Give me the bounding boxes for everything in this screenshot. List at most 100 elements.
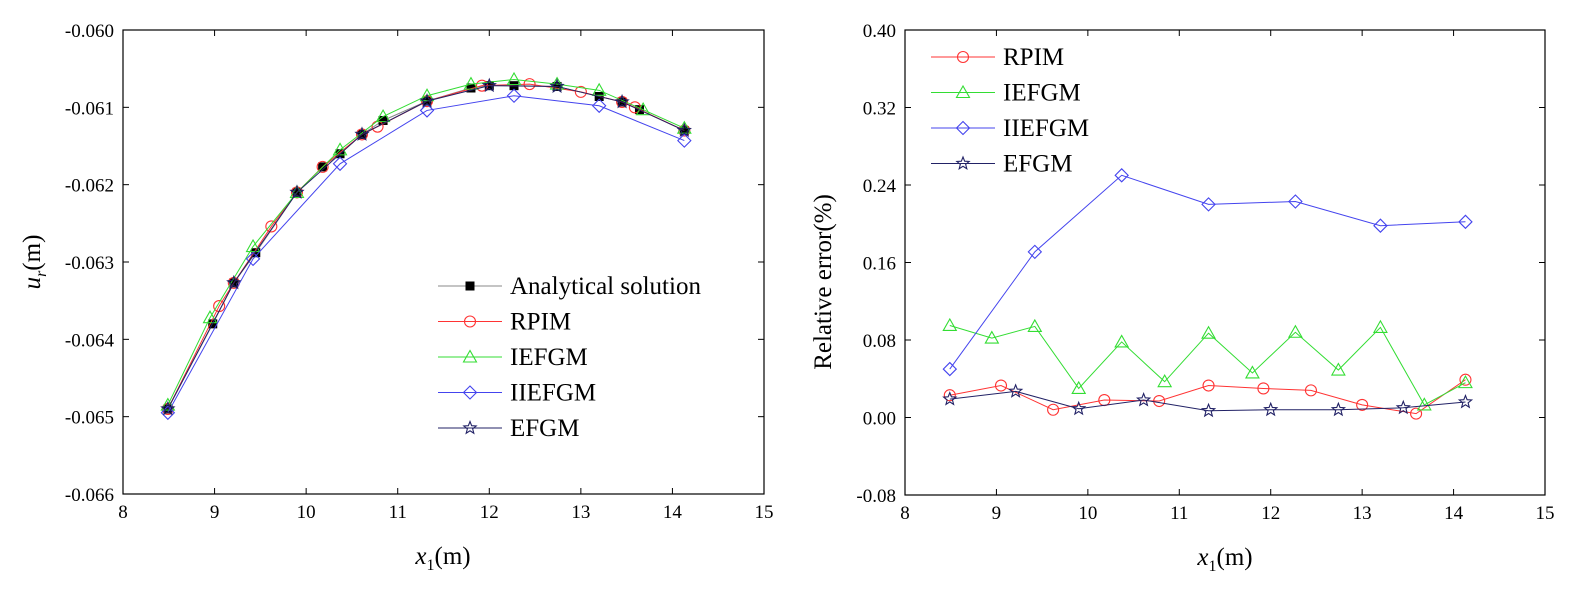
data-point-iefgm — [202, 310, 218, 324]
y-tick-label: 0.24 — [863, 176, 897, 197]
legend-label: IEFGM — [510, 344, 588, 371]
legend-marker-rpim — [956, 50, 970, 64]
legend-marker-analytical-solution — [465, 281, 475, 291]
series-group — [942, 168, 1474, 420]
data-point-rpim — [1202, 379, 1215, 392]
x-tick-label: 15 — [755, 502, 774, 523]
x-tick-label: 13 — [571, 502, 590, 523]
data-point-efgm — [1071, 400, 1087, 416]
data-point-efgm — [354, 126, 370, 141]
data-point-iefgm — [1458, 375, 1473, 389]
y-axis-label: Relative error(%) — [810, 194, 837, 370]
y-tick-label: -0.066 — [65, 485, 114, 506]
data-point-efgm — [160, 400, 176, 416]
x-tick-label: 15 — [1536, 503, 1555, 524]
data-point-iiefgm — [160, 405, 176, 421]
data-point-rpim — [1459, 373, 1472, 386]
series-iiefgm — [160, 88, 692, 421]
x-tick-label: 13 — [1353, 503, 1372, 524]
x-tick-label: 8 — [118, 502, 128, 523]
legend-item-iiefgm: IIEFGM — [438, 380, 596, 407]
data-point-rpim — [1257, 382, 1270, 395]
series-analytical-solution — [163, 81, 689, 414]
y-tick-label: 0.16 — [863, 254, 896, 275]
data-point-iefgm — [1071, 380, 1087, 394]
data-point-rpim — [994, 379, 1008, 392]
tick-group: 8 9 10 11 12 13 14 15 0.40 0.32 0.24 0.16 0.08 0.00 -0… — [856, 21, 1554, 524]
x-tick-label: 9 — [992, 503, 1002, 524]
data-point-iefgm — [375, 108, 391, 123]
legend-marker-iiefgm — [462, 385, 478, 400]
data-point-iefgm — [984, 330, 1000, 344]
data-point-rpim — [1047, 403, 1060, 416]
data-point-rpim — [943, 389, 956, 402]
data-point-efgm — [614, 93, 630, 109]
plot-frame — [904, 29, 1546, 496]
relative-error-chart: 8 9 10 11 12 13 14 15 0.40 0.32 0.24 0.16 0.08 0.00 -0… — [810, 21, 1555, 575]
data-point-iefgm — [1372, 319, 1388, 333]
data-point-efgm — [1457, 393, 1474, 409]
data-point-iefgm — [1330, 362, 1346, 376]
data-point-efgm — [549, 78, 565, 93]
data-point-rpim — [574, 85, 587, 98]
y-tick-label: -0.062 — [65, 176, 114, 197]
legend-marker-iefgm — [462, 349, 478, 363]
x-tick-label: 10 — [1078, 503, 1097, 524]
x-axis-label: x1(m) — [1196, 544, 1252, 575]
data-point-iefgm — [1416, 397, 1432, 411]
data-point-efgm — [676, 122, 692, 138]
x-tick-label: 11 — [1170, 503, 1188, 524]
data-point-efgm — [481, 77, 497, 93]
legend-item-iiefgm: IIEFGM — [931, 115, 1089, 142]
data-point-iiefgm — [942, 361, 958, 377]
data-point-iiefgm — [506, 88, 522, 104]
data-point-iefgm — [942, 317, 958, 332]
data-point-iiefgm — [1027, 244, 1043, 260]
legend-label: EFGM — [1003, 151, 1072, 178]
y-tick-label: -0.060 — [65, 21, 114, 42]
y-tick-label: -0.064 — [65, 330, 115, 351]
data-point-iefgm — [1114, 334, 1130, 348]
legend-label: IIEFGM — [510, 380, 596, 407]
data-point-iiefgm — [677, 133, 692, 148]
series-line-rpim — [949, 379, 1466, 415]
x-tick-label: 14 — [663, 502, 683, 523]
x-tick-label: 12 — [480, 502, 499, 523]
series-line-iefgm — [949, 324, 1466, 406]
series-line-analytical-solution — [167, 85, 685, 410]
data-point-rpim — [1356, 398, 1369, 411]
data-point-iiefgm — [1288, 194, 1303, 209]
data-point-efgm — [1395, 399, 1411, 415]
legend-label: IEFGM — [1003, 80, 1081, 107]
data-point-efgm — [1136, 392, 1152, 407]
data-point-analytical-solution — [679, 126, 689, 136]
x-tick-label: 14 — [1444, 503, 1464, 524]
data-point-efgm — [1200, 402, 1217, 418]
legend: Analytical solution RPIM IEFGM IIEFGM EFGM — [438, 273, 701, 442]
legend-label: IIEFGM — [1003, 115, 1089, 142]
y-tick-label: 0.08 — [863, 331, 896, 352]
y-tick-label: 0.00 — [863, 409, 896, 430]
displacement-chart: 8 9 10 11 12 13 14 15 -0.060 -0.061 -0.062 -0.063 -0… — [19, 21, 774, 574]
x-tick-label: 10 — [297, 502, 316, 523]
data-point-iefgm — [1287, 324, 1303, 338]
x-tick-label: 8 — [900, 503, 910, 524]
series-line-rpim — [167, 83, 685, 410]
data-point-rpim — [265, 220, 278, 233]
data-point-analytical-solution — [163, 404, 173, 414]
x-tick-label: 11 — [389, 502, 407, 523]
data-point-iefgm — [463, 76, 479, 90]
y-tick-label: 0.40 — [863, 21, 896, 42]
legend-marker-rpim — [463, 315, 477, 328]
series-line-iiefgm — [949, 174, 1466, 370]
data-point-iefgm — [332, 142, 348, 156]
x-axis-label: x1(m) — [414, 543, 470, 574]
series-line-efgm — [167, 85, 685, 410]
legend-marker-efgm — [955, 155, 971, 170]
data-point-efgm — [942, 391, 958, 406]
legend-item-efgm: EFGM — [438, 415, 579, 442]
y-tick-label: -0.063 — [65, 253, 114, 274]
data-point-iiefgm — [1201, 197, 1216, 212]
series-efgm — [942, 383, 1474, 418]
